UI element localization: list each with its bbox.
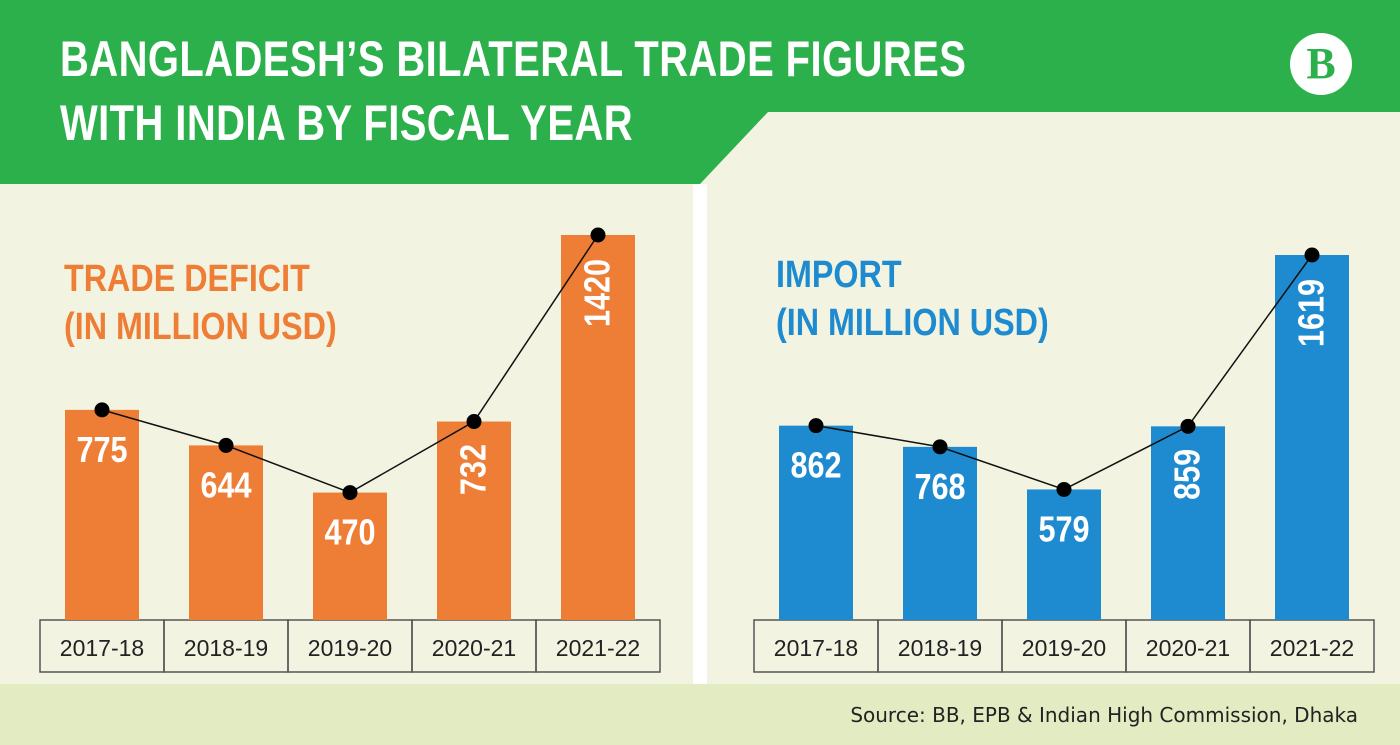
deficit-data-label: 775 bbox=[76, 431, 127, 471]
title-line-1: BANGLADESH’S BILATERAL TRADE FIGURES bbox=[60, 31, 967, 87]
deficit-tick-label: 2021-22 bbox=[556, 635, 640, 661]
import-point bbox=[932, 439, 948, 455]
deficit-chart-subtitle: (IN MILLION USD) bbox=[64, 306, 337, 348]
import-data-label: 579 bbox=[1038, 510, 1089, 550]
logo-letter: B bbox=[1306, 39, 1336, 88]
import-tick-label: 2021-22 bbox=[1270, 635, 1354, 661]
panel-divider bbox=[693, 184, 707, 684]
import-bar bbox=[903, 446, 977, 620]
deficit-tick-label: 2018-19 bbox=[184, 635, 268, 661]
import-point bbox=[808, 418, 824, 434]
deficit-tick-label: 2017-18 bbox=[60, 635, 144, 661]
deficit-bar bbox=[437, 421, 511, 620]
import-bar bbox=[779, 425, 853, 620]
deficit-point bbox=[342, 485, 358, 501]
import-point bbox=[1056, 481, 1072, 497]
import-tick-label: 2017-18 bbox=[774, 635, 858, 661]
import-trend-line bbox=[815, 254, 1313, 491]
import-data-label: 862 bbox=[790, 446, 841, 486]
logo: B bbox=[1290, 33, 1352, 95]
import-chart-subtitle: (IN MILLION USD) bbox=[776, 302, 1049, 344]
import-tick-label: 2020-21 bbox=[1146, 635, 1230, 661]
deficit-data-label: 644 bbox=[200, 466, 251, 506]
footer-band bbox=[0, 684, 1400, 745]
deficit-data-label: 732 bbox=[454, 444, 494, 495]
import-bar bbox=[1151, 426, 1225, 620]
import-bar bbox=[1027, 489, 1101, 620]
import-data-label: 768 bbox=[914, 468, 965, 508]
deficit-bar bbox=[313, 492, 387, 620]
deficit-data-label: 1420 bbox=[578, 259, 618, 327]
deficit-bar bbox=[189, 445, 263, 620]
deficit-point bbox=[590, 227, 606, 243]
import-tick-label: 2019-20 bbox=[1022, 635, 1106, 661]
import-bar bbox=[1275, 255, 1349, 620]
deficit-bar bbox=[561, 235, 635, 620]
deficit-tick-label: 2020-21 bbox=[432, 635, 516, 661]
import-data-label: 1619 bbox=[1292, 279, 1332, 347]
deficit-point bbox=[94, 402, 110, 418]
deficit-point bbox=[466, 414, 482, 430]
deficit-tick-label: 2019-20 bbox=[308, 635, 392, 661]
title-line-2: WITH INDIA BY FISCAL YEAR bbox=[60, 95, 634, 151]
import-tick-label: 2018-19 bbox=[898, 635, 982, 661]
deficit-chart-title: TRADE DEFICIT bbox=[64, 258, 310, 300]
import-chart-title: IMPORT bbox=[776, 254, 902, 296]
source-note: Source: BB, EPB & Indian High Commission… bbox=[850, 703, 1358, 727]
import-point bbox=[1180, 418, 1196, 434]
header-banner bbox=[0, 0, 1400, 184]
deficit-data-label: 470 bbox=[324, 513, 375, 553]
import-point bbox=[1304, 247, 1320, 263]
import-data-label: 859 bbox=[1168, 449, 1208, 500]
deficit-point bbox=[218, 437, 234, 453]
deficit-bar bbox=[65, 409, 139, 620]
